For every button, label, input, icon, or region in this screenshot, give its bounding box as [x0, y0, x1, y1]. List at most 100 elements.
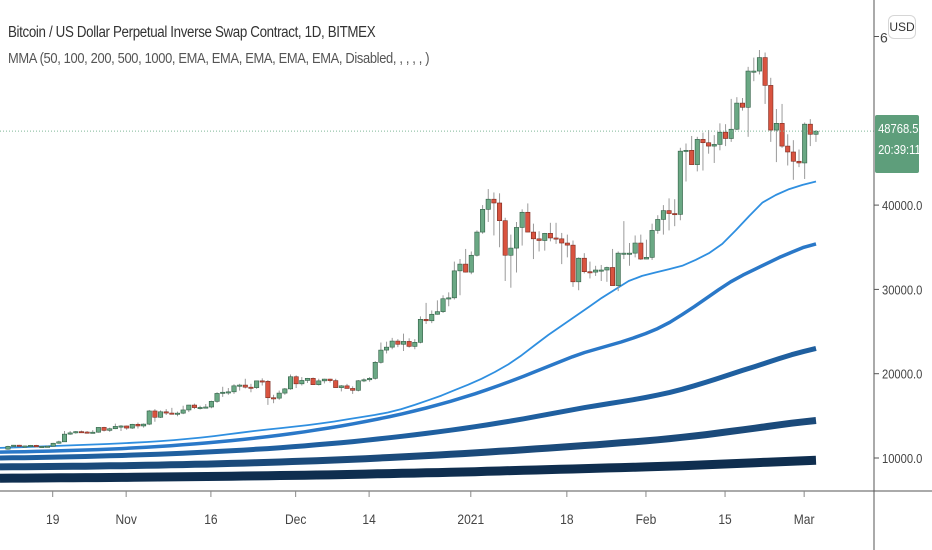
candle-body-down — [84, 431, 90, 434]
candle — [237, 383, 243, 391]
candle-body-up — [734, 102, 740, 130]
candle-body-down — [553, 237, 559, 240]
candle-body-up — [203, 406, 209, 409]
candle — [254, 380, 260, 389]
candle-body-down — [33, 445, 39, 448]
candle-body-down — [333, 380, 339, 388]
candle — [587, 261, 593, 279]
candle-body-up — [660, 210, 666, 220]
candle — [468, 251, 474, 275]
candle-body-up — [615, 252, 621, 286]
currency-button[interactable]: USD — [888, 15, 916, 39]
candle-body-up — [756, 57, 762, 72]
candle-body-down — [169, 412, 175, 415]
candle — [547, 222, 553, 242]
candle-body-up — [802, 123, 808, 164]
candle — [491, 192, 497, 236]
time-axis[interactable]: 19 Nov 16 Dec 14 2021 18 Feb 15 Mar — [46, 491, 815, 527]
symbol-title[interactable]: Bitcoin / US Dollar Perpetual Inverse Sw… — [8, 24, 376, 41]
candle-body-up — [468, 254, 474, 273]
candle-body-down — [463, 263, 469, 273]
candle — [717, 123, 723, 151]
candle — [61, 431, 67, 443]
candle — [321, 378, 327, 384]
candle — [790, 140, 796, 180]
candle — [762, 52, 768, 104]
candle — [310, 377, 316, 385]
candle-body-up — [372, 362, 378, 379]
candle — [84, 431, 90, 434]
candle — [327, 378, 333, 383]
candle-body-up — [745, 70, 751, 108]
candle-body-down — [706, 142, 712, 147]
candle-body-down — [689, 150, 695, 165]
candle-body-up — [282, 388, 288, 394]
candle-body-up — [180, 409, 186, 414]
candle — [124, 425, 130, 430]
candle-body-up — [361, 379, 367, 382]
candle-body-up — [287, 376, 293, 390]
candle-body-down — [344, 385, 350, 389]
candle — [570, 240, 576, 287]
candle-body-down — [564, 242, 570, 246]
candle — [265, 380, 271, 405]
candle — [406, 338, 412, 348]
candle — [378, 342, 384, 364]
candle — [169, 407, 175, 415]
candle-body-up — [632, 242, 638, 254]
candle-body-up — [61, 433, 67, 443]
candle — [440, 295, 446, 314]
candle-body-up — [50, 442, 56, 447]
candle — [90, 430, 96, 434]
candle-body-down — [350, 388, 356, 391]
price-axis[interactable]: 10000.0 20000.0 30000.0 40000.0 6 — [874, 30, 923, 467]
ma-line-ema-100 — [0, 242, 817, 454]
candle-body-down — [265, 380, 271, 399]
time-tick-label: 19 — [46, 511, 59, 527]
candle-body-down — [587, 271, 593, 274]
candle — [728, 98, 734, 142]
candle-body-up — [677, 150, 683, 215]
candle-body-down — [406, 341, 412, 347]
candle-body-up — [519, 211, 525, 228]
candle-body-up — [304, 378, 310, 381]
candle — [480, 205, 486, 234]
candle — [11, 444, 17, 448]
last-price-value: 48768.5 — [878, 121, 919, 136]
candle — [146, 409, 152, 426]
candle-body-up — [429, 313, 435, 322]
candle-body-up — [56, 441, 62, 444]
candle-body-up — [773, 123, 779, 131]
candle — [756, 49, 762, 75]
price-tick-label: 30000.0 — [882, 283, 923, 298]
candle-body-up — [208, 401, 214, 408]
candle — [203, 404, 209, 409]
candle — [773, 108, 779, 163]
candle — [344, 383, 350, 389]
candle — [350, 386, 356, 394]
time-tick-label: 18 — [560, 511, 573, 527]
candle — [197, 405, 203, 410]
ma-line-ema-500 — [0, 417, 817, 471]
candle-body-up — [655, 219, 661, 231]
candle — [423, 302, 429, 324]
last-price-label: 48768.5 20:39:11 — [875, 115, 921, 173]
candle — [299, 377, 305, 386]
candle-body-down — [191, 404, 197, 408]
study-legend[interactable]: MMA (50, 100, 200, 500, 1000, EMA, EMA, … — [8, 50, 430, 67]
candle-body-up — [214, 393, 220, 402]
candle — [513, 221, 519, 273]
candle-body-down — [497, 202, 503, 221]
candle-body-down — [768, 85, 774, 131]
candle — [429, 310, 435, 324]
candle — [564, 234, 570, 258]
candle — [50, 442, 56, 447]
candle-body-up — [129, 423, 135, 429]
candle — [745, 66, 751, 137]
candle-body-up — [813, 130, 819, 135]
candle — [683, 143, 689, 182]
candle — [621, 221, 627, 260]
candle-body-up — [338, 385, 344, 388]
candle-body-up — [694, 139, 700, 165]
